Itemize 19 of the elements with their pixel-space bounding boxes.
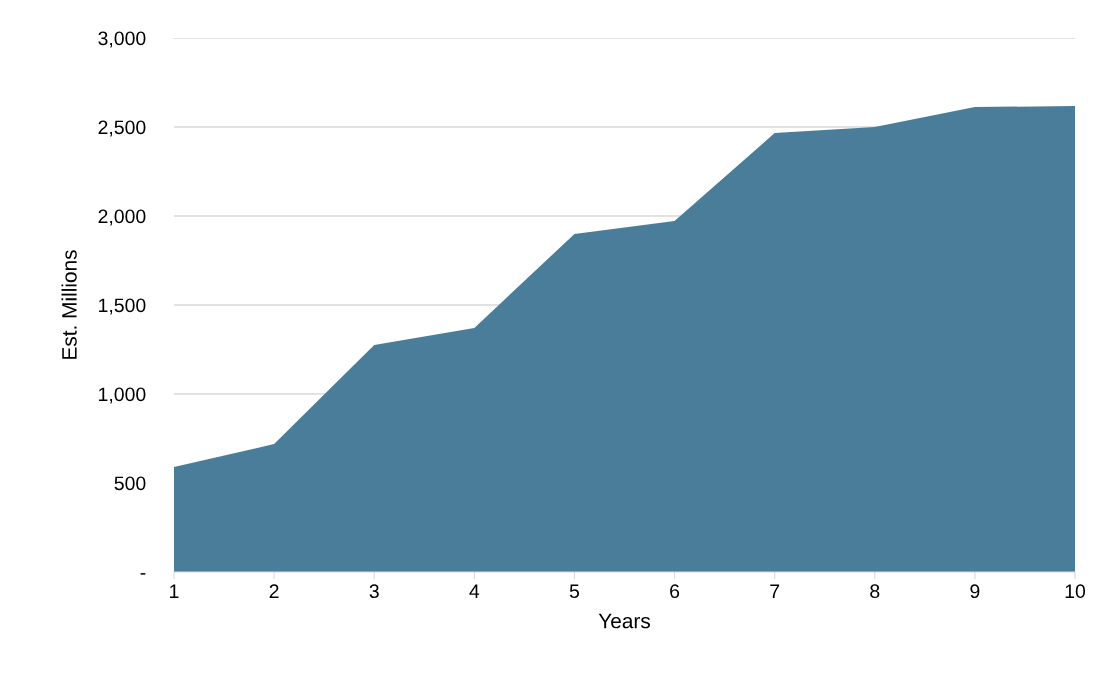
y-tick-label: 1,500 <box>99 298 146 315</box>
y-tick-label: 3,000 <box>98 31 146 48</box>
x-tick-label: 3 <box>369 584 379 599</box>
x-tick-label: 8 <box>870 584 880 599</box>
x-tick-label: 9 <box>970 584 980 599</box>
x-tick-label: 7 <box>770 584 780 598</box>
y-tick-label: - <box>140 573 146 575</box>
y-tick-label: 2,000 <box>98 209 146 226</box>
x-axis-title: Years <box>598 613 651 629</box>
x-tick-label: 10 <box>1065 584 1086 599</box>
y-tick-label: 2,500 <box>98 120 146 137</box>
x-tick-label: 6 <box>670 584 680 599</box>
x-tick-label: 4 <box>469 584 480 598</box>
y-tick-label: 1,000 <box>99 387 146 404</box>
x-tick-label: 1 <box>170 584 179 598</box>
y-axis-title: Est. Millions <box>61 250 77 359</box>
x-tick-label: 2 <box>269 584 279 598</box>
y-tick-label: 500 <box>114 476 146 491</box>
x-tick-label: 5 <box>569 584 580 599</box>
